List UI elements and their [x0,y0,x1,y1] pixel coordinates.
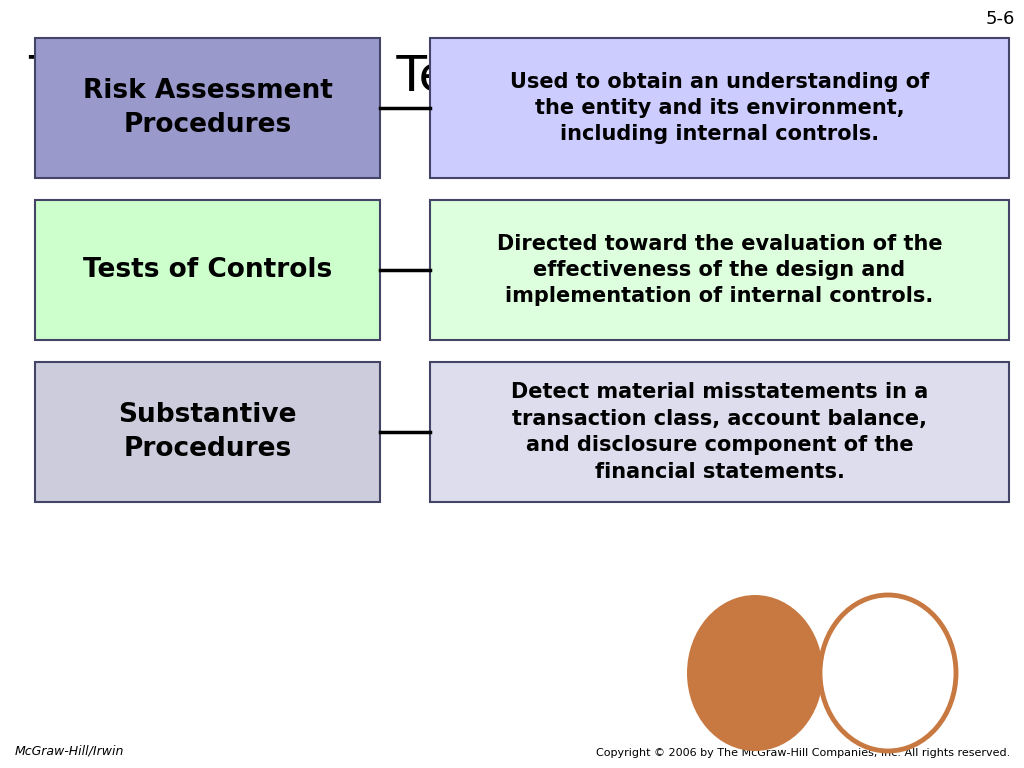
Ellipse shape [820,595,956,751]
Text: Used to obtain an understanding of
the entity and its environment,
including int: Used to obtain an understanding of the e… [510,71,929,144]
Text: Detect material misstatements in a
transaction class, account balance,
and discl: Detect material misstatements in a trans… [511,382,928,482]
Text: Risk Assessment
Procedures: Risk Assessment Procedures [83,78,333,138]
Text: Types of Audit Tests: Types of Audit Tests [28,53,521,101]
FancyBboxPatch shape [430,200,1009,340]
Text: Directed toward the evaluation of the
effectiveness of the design and
implementa: Directed toward the evaluation of the ef… [497,233,942,306]
FancyBboxPatch shape [430,362,1009,502]
FancyBboxPatch shape [35,38,380,178]
FancyBboxPatch shape [430,38,1009,178]
Text: Tests of Controls: Tests of Controls [83,257,332,283]
Text: 5-6: 5-6 [986,10,1015,28]
FancyBboxPatch shape [35,362,380,502]
Text: Copyright © 2006 by The McGraw-Hill Companies, Inc. All rights reserved.: Copyright © 2006 by The McGraw-Hill Comp… [596,748,1010,758]
FancyBboxPatch shape [35,200,380,340]
Text: Substantive
Procedures: Substantive Procedures [118,402,297,462]
Ellipse shape [687,595,823,751]
Text: McGraw-Hill/Irwin: McGraw-Hill/Irwin [15,745,124,758]
